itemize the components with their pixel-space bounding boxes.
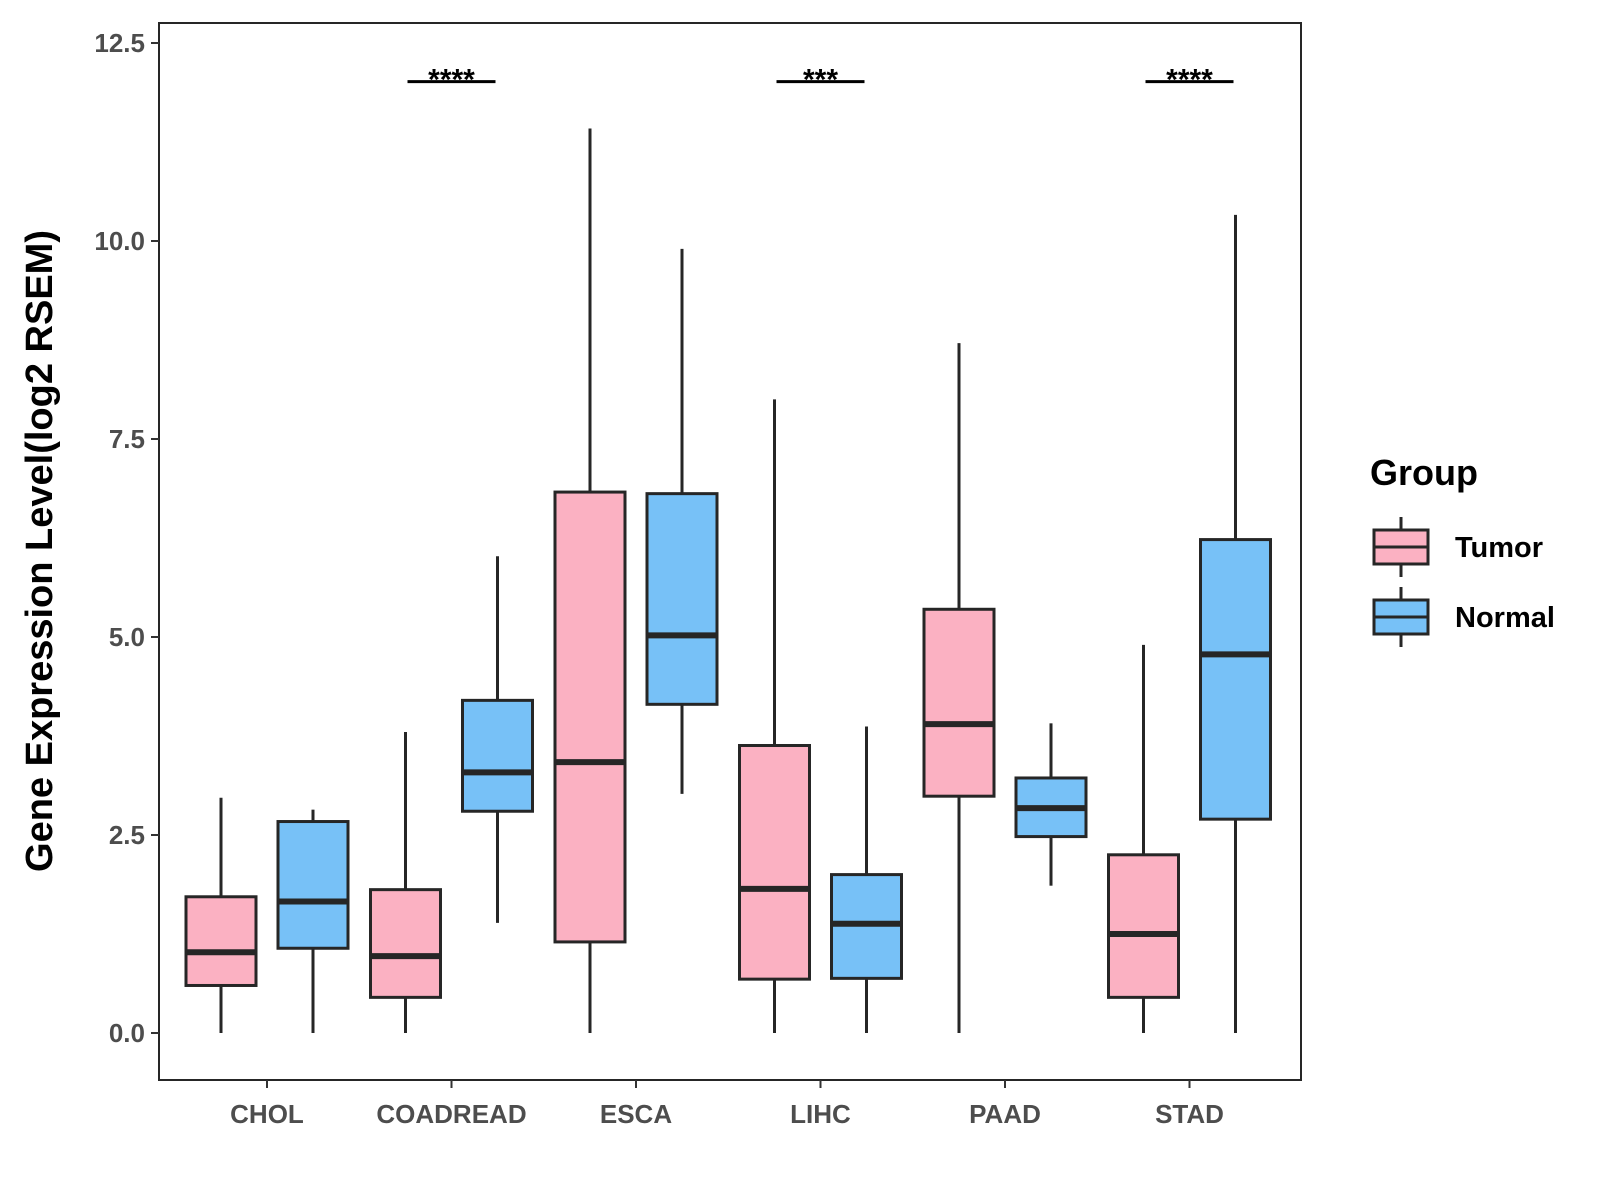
box-iqr	[922, 607, 996, 798]
legend-item-normal: Normal	[1372, 587, 1555, 647]
box-tumor-paad	[922, 343, 996, 1033]
x-tick-label: LIHC	[790, 1099, 851, 1129]
plot-marks: **** *** ****	[184, 64, 1272, 1033]
box-tumor-lihc	[738, 399, 811, 1033]
box-iqr	[461, 698, 534, 813]
legend-label: Tumor	[1455, 532, 1543, 564]
box-normal-paad	[1014, 723, 1088, 886]
box-iqr	[1107, 853, 1180, 999]
box-normal-chol	[276, 809, 350, 1033]
significance-lihc: ***	[776, 64, 865, 97]
box-normal-lihc	[830, 726, 903, 1033]
box-normal-esca	[645, 248, 719, 794]
box-iqr	[553, 490, 627, 944]
box-normal-coadread	[461, 556, 534, 923]
significance-label: ****	[428, 64, 475, 97]
y-tick-label: 7.5	[109, 424, 145, 454]
x-axis: CHOL COADREAD ESCA LIHC PAAD STAD	[230, 1080, 1224, 1129]
legend: Group Tumor Normal	[1370, 452, 1555, 647]
box-tumor-stad	[1107, 644, 1180, 1033]
box-iqr	[276, 820, 350, 950]
x-tick-label: ESCA	[600, 1099, 672, 1129]
y-tick-label: 12.5	[94, 28, 145, 58]
y-tick-label: 5.0	[109, 622, 145, 652]
box-normal-stad	[1199, 214, 1272, 1033]
significance-label: ***	[803, 64, 838, 97]
legend-item-tumor: Tumor	[1372, 517, 1543, 577]
box-iqr	[369, 888, 442, 999]
significance-coadread: ****	[407, 64, 496, 97]
legend-label: Normal	[1455, 602, 1555, 634]
box-tumor-esca	[553, 128, 627, 1033]
x-tick-label: PAAD	[969, 1099, 1041, 1129]
significance-stad: ****	[1145, 64, 1234, 97]
y-tick-label: 0.0	[109, 1018, 145, 1048]
box-iqr	[1199, 538, 1272, 821]
y-tick-label: 10.0	[94, 226, 145, 256]
box-iqr	[184, 895, 258, 987]
significance-label: ****	[1166, 64, 1213, 97]
x-tick-label: STAD	[1155, 1099, 1224, 1129]
box-iqr	[645, 492, 719, 706]
y-tick-label: 2.5	[109, 820, 145, 850]
plot-panel-border	[158, 22, 1302, 1081]
x-tick-label: COADREAD	[376, 1099, 526, 1129]
x-tick-label: CHOL	[230, 1099, 304, 1129]
y-axis: 0.0 2.5 5.0 7.5 10.0 12.5	[94, 28, 159, 1048]
box-tumor-coadread	[369, 732, 442, 1033]
legend-title: Group	[1370, 452, 1478, 493]
box-iqr	[738, 744, 811, 981]
box-tumor-chol	[184, 797, 258, 1033]
y-axis-title: Gene Expression Level(log2 RSEM)	[19, 230, 61, 872]
